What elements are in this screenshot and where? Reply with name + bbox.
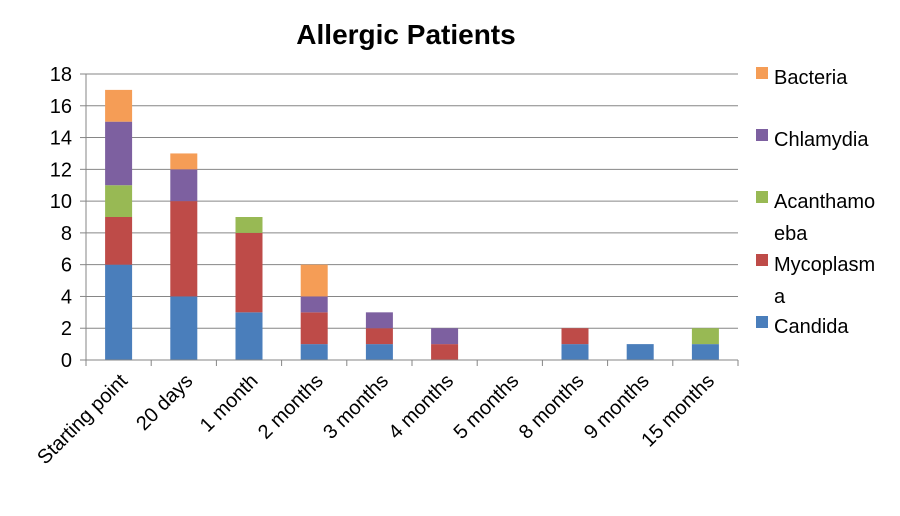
x-tick-label: Starting point <box>33 370 132 469</box>
bar-segment-candida <box>365 344 393 360</box>
y-tick-label: 18 <box>50 64 72 86</box>
bars <box>105 89 719 360</box>
y-tick-label: 0 <box>61 350 72 372</box>
bar-segment-chlamydia <box>300 296 328 313</box>
bar-segment-mycoplasma <box>431 344 459 360</box>
bar-segment-candida <box>170 296 198 360</box>
x-tick-label: 4 months <box>384 370 458 444</box>
bar-segment-candida <box>105 264 133 360</box>
x-tick-label: 2 months <box>254 370 328 444</box>
bar-segment-bacteria <box>300 264 328 297</box>
bar-segment-acanthamoeba <box>235 217 263 233</box>
y-tick-label: 14 <box>50 128 72 150</box>
bar-segment-mycoplasma <box>235 232 263 313</box>
bar-segment-chlamydia <box>170 169 198 202</box>
legend: Bacteria Chlamydia Acanthamo eba Mycoplasm aC… <box>756 67 875 338</box>
bar-segment-acanthamoeba <box>105 185 133 217</box>
bar-segment-candida <box>235 312 263 360</box>
bar-segment-mycoplasma <box>300 312 328 345</box>
bar-segment-candida <box>626 344 654 360</box>
y-tick-label: 10 <box>50 191 72 213</box>
legend-swatch <box>756 129 768 141</box>
x-tick-label: 1 month <box>196 370 263 437</box>
bar-segment-candida <box>561 344 589 360</box>
x-tick-label: 5 months <box>450 370 524 444</box>
bar-segment-mycoplasma <box>105 217 133 265</box>
y-tick-label: 8 <box>61 223 72 245</box>
y-tick-label: 6 <box>61 255 72 277</box>
bar-segment-chlamydia <box>365 312 393 329</box>
legend-label: Candida <box>774 316 849 338</box>
chart-title: Allergic Patients <box>296 19 515 50</box>
bar-segment-candida <box>300 344 328 360</box>
x-tick-label: 8 months <box>515 370 589 444</box>
legend-swatch <box>756 316 768 328</box>
bar-segment-mycoplasma <box>365 328 393 345</box>
bar-segment-chlamydia <box>105 121 133 186</box>
legend-item: Mycoplasm a <box>756 254 875 308</box>
legend-item: Acanthamo eba <box>756 191 875 245</box>
legend-label: eba <box>774 223 808 245</box>
x-tick-label: 20 days <box>132 370 197 435</box>
legend-label: Chlamydia <box>774 129 869 151</box>
y-axis-tick-labels: 0 2 4 6 8 10 12 14 16 18 <box>50 64 72 372</box>
legend-label: Acanthamo <box>774 191 875 213</box>
bar-segment-bacteria <box>105 89 133 122</box>
legend-item: Chlamydia <box>756 129 869 151</box>
legend-label: Mycoplasm <box>774 254 875 276</box>
y-tick-label: 4 <box>61 286 72 308</box>
legend-swatch <box>756 191 768 203</box>
legend-item: Bacteria <box>756 67 848 89</box>
bar-segment-acanthamoeba <box>691 328 719 345</box>
legend-swatch <box>756 254 768 266</box>
bar-segment-chlamydia <box>431 328 459 345</box>
bar-segment-candida <box>691 344 719 360</box>
bar-segment-bacteria <box>170 153 198 170</box>
y-tick-label: 12 <box>50 159 72 181</box>
legend-label: Bacteria <box>774 67 848 89</box>
axes <box>80 73 739 366</box>
bar-segment-mycoplasma <box>561 328 589 345</box>
legend-label: a <box>774 286 786 308</box>
bar-segment-mycoplasma <box>170 201 198 297</box>
legend-swatch <box>756 67 768 79</box>
y-tick-label: 16 <box>50 96 72 118</box>
x-tick-label: 3 months <box>319 370 393 444</box>
y-tick-label: 2 <box>61 318 72 340</box>
legend-item: Candida <box>756 316 849 338</box>
